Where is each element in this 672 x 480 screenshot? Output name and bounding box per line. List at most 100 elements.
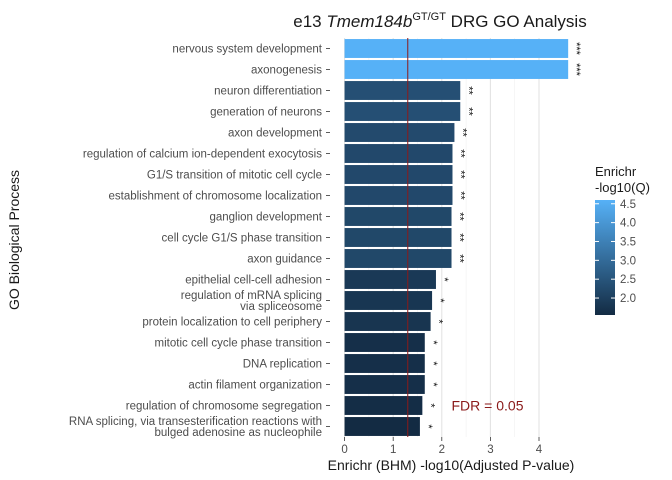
- bar: [344, 354, 425, 373]
- legend-tick-label: 2.5: [620, 274, 636, 286]
- significance-label: **: [456, 128, 468, 137]
- category-label: mitotic cell cycle phase transition: [155, 338, 322, 350]
- bar: [344, 312, 431, 331]
- significance-label: *: [438, 277, 450, 282]
- category-label-line: via spliceosome: [240, 301, 322, 313]
- x-tick-label: 4: [536, 444, 543, 456]
- bars: [344, 39, 569, 436]
- category-label-line: establishment of chromosome localization: [109, 191, 323, 203]
- category-label-line: axonogenesis: [251, 65, 322, 77]
- x-tick-label: 2: [439, 444, 445, 456]
- category-label: regulation of calcium ion-dependent exoc…: [83, 149, 322, 161]
- significance-label: *: [427, 361, 439, 366]
- category-label-line: generation of neurons: [210, 107, 322, 119]
- significance-label: *: [422, 424, 434, 429]
- category-label: axon guidance: [247, 254, 322, 266]
- significance-label: **: [454, 233, 466, 242]
- bar: [344, 60, 569, 79]
- color-legend: Enrichr-log10(Q) 2.0 2.5 3.0 3.5 4.0 4.5: [595, 164, 650, 315]
- bar: [344, 333, 425, 352]
- x-tick-label: 3: [487, 444, 493, 456]
- significance-label: **: [462, 86, 474, 95]
- category-label: establishment of chromosome localization: [109, 191, 323, 203]
- category-label: regulation of chromosome segregation: [126, 401, 322, 413]
- legend-tick-label: 4.0: [620, 218, 636, 230]
- x-tick-label: 1: [390, 444, 396, 456]
- category-label: protein localization to cell periphery: [142, 317, 322, 329]
- legend-title-line: -log10(Q): [595, 180, 650, 195]
- category-label: axon development: [228, 128, 323, 140]
- legend-tick-label: 3.5: [620, 236, 636, 248]
- bar: [344, 417, 420, 436]
- x-tick-labels: 0 1 2 3 4: [341, 437, 543, 456]
- bar: [344, 396, 423, 415]
- significance-label: **: [454, 170, 466, 179]
- bar: [344, 228, 452, 247]
- significance-labels: ********************************: [422, 42, 582, 429]
- category-label-line: G1/S transition of mitotic cell cycle: [147, 170, 322, 182]
- bar: [344, 81, 461, 100]
- significance-label: **: [454, 254, 466, 263]
- category-label-line: ganglion development: [209, 212, 322, 224]
- category-label-line: protein localization to cell periphery: [142, 317, 322, 329]
- significance-label: **: [454, 212, 466, 221]
- fdr-threshold: FDR = 0.05: [407, 38, 524, 437]
- bar: [344, 270, 436, 289]
- category-label: RNA splicing, via transesterification re…: [69, 416, 322, 439]
- threshold-label: FDR = 0.05: [452, 398, 524, 414]
- significance-label: *: [433, 319, 445, 324]
- category-label-line: mitotic cell cycle phase transition: [155, 338, 322, 350]
- category-label-line: bulged adenosine as nucleophile: [154, 427, 322, 439]
- legend-tick-label: 3.0: [620, 255, 636, 267]
- bar: [344, 144, 453, 163]
- significance-label: **: [462, 107, 474, 116]
- title-superscript: GT/GT: [412, 11, 446, 23]
- category-label-line: actin filament organization: [188, 380, 322, 392]
- chart-title: e13 Tmem184bGT/GT DRG GO Analysis: [293, 11, 586, 31]
- title-gene: Tmem184b: [326, 12, 412, 31]
- category-label: neuron differentiation: [214, 86, 322, 98]
- category-label: ganglion development: [209, 212, 322, 224]
- significance-label: *: [427, 382, 439, 387]
- legend-tick-label: 4.5: [620, 199, 636, 211]
- title-prefix: e13: [293, 12, 326, 31]
- category-label: cell cycle G1/S phase transition: [162, 233, 322, 245]
- category-label-line: regulation of mRNA splicing: [181, 290, 322, 302]
- significance-label: *: [424, 403, 436, 408]
- significance-label: *: [434, 298, 446, 303]
- legend-title-line: Enrichr: [595, 164, 637, 179]
- category-label-line: axon development: [228, 128, 323, 140]
- category-label: actin filament organization: [188, 380, 322, 392]
- bar: [344, 186, 453, 205]
- bar: [344, 102, 461, 121]
- category-label-line: neuron differentiation: [214, 86, 322, 98]
- category-label-line: regulation of chromosome segregation: [126, 401, 322, 413]
- category-label-line: DNA replication: [243, 359, 322, 371]
- x-tick-label: 0: [341, 444, 347, 456]
- bar: [344, 291, 433, 310]
- category-label-line: epithelial cell-cell adhesion: [185, 275, 322, 287]
- category-label-line: RNA splicing, via transesterification re…: [69, 416, 322, 428]
- legend-colorbar: [595, 200, 615, 315]
- category-label: axonogenesis: [251, 65, 322, 77]
- category-label: nervous system development: [172, 44, 322, 56]
- bar: [344, 207, 452, 226]
- category-label: G1/S transition of mitotic cell cycle: [147, 170, 322, 182]
- category-label: generation of neurons: [210, 107, 322, 119]
- x-axis-title: Enrichr (BHM) -log10(Adjusted P-value): [328, 457, 575, 473]
- category-label: regulation of mRNA splicing via spliceoso…: [181, 290, 322, 313]
- significance-label: ***: [570, 63, 582, 77]
- legend-tick-label: 2.0: [620, 293, 636, 305]
- category-label-line: cell cycle G1/S phase transition: [162, 233, 322, 245]
- bar: [344, 39, 569, 58]
- category-label: epithelial cell-cell adhesion: [185, 275, 322, 287]
- significance-label: ***: [570, 42, 582, 56]
- category-labels: nervous system development axonogenesis ne…: [69, 44, 330, 439]
- category-label-line: nervous system development: [172, 44, 322, 56]
- bar: [344, 249, 452, 268]
- significance-label: *: [427, 340, 439, 345]
- title-suffix: DRG GO Analysis: [446, 12, 587, 31]
- significance-label: **: [454, 191, 466, 200]
- category-label: DNA replication: [243, 359, 322, 371]
